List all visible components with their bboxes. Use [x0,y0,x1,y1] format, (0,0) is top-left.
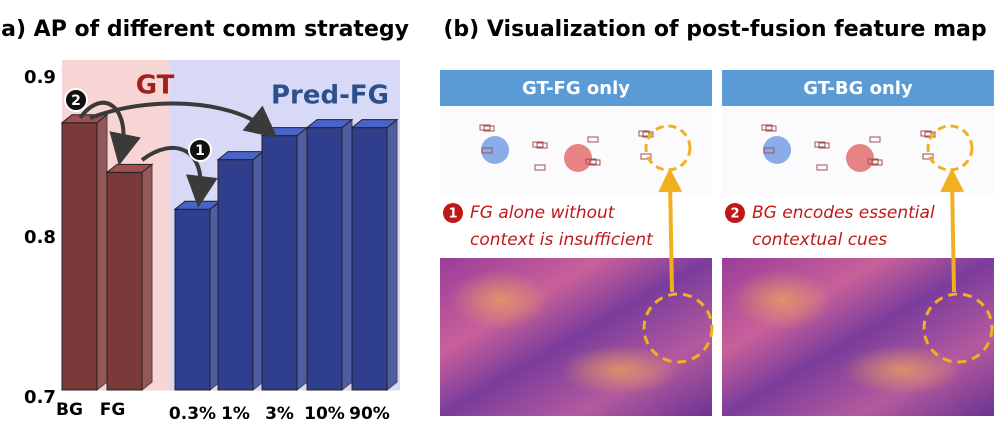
arrow [78,100,141,166]
box [481,147,493,154]
badge [725,203,745,223]
box [814,141,826,148]
bar-front [106,171,143,391]
x-tick-label: 3% [265,404,294,424]
box [536,142,548,149]
heatmap-blob [842,345,962,395]
link-arrow [658,168,683,293]
box [869,136,881,143]
badge-label: 2 [71,93,81,109]
panel-header [440,70,712,106]
arrow [140,145,218,208]
box [479,124,491,131]
panel-header [722,70,994,106]
link-arrow [940,168,965,293]
box [816,164,828,171]
caption: BG encodes essential [752,203,935,223]
bar-side [296,126,308,392]
caption: contextual cues [752,230,887,250]
highlight [926,124,974,172]
box [763,147,775,154]
bar-side [96,113,108,392]
highlight [922,292,994,364]
bar-top [350,119,399,129]
bar-front [217,159,254,391]
box [765,125,777,132]
point-cloud-center [846,144,874,172]
box [640,153,652,160]
heatmap-blob [732,270,832,330]
x-tick-label: FG [100,400,126,420]
x-tick-label: 1% [221,404,250,424]
highlight [642,292,714,364]
box [585,158,597,165]
box [638,130,650,137]
group-label: GT [136,71,175,101]
point-cloud-center [481,136,509,164]
y-tick-label: 0.8 [24,227,56,248]
bar-front [61,122,98,391]
box [920,130,932,137]
bar-front [351,127,388,391]
box [871,159,883,166]
box [587,136,599,143]
bar-side [141,163,153,392]
box [922,153,934,160]
box [761,124,773,131]
box [534,164,546,171]
heatmap-blob [450,270,550,330]
badge [188,138,212,162]
bar-front [174,208,211,391]
x-tick-label: 10% [304,404,345,424]
caption: context is insufficient [470,230,654,250]
bar-front [261,135,298,391]
badge [64,88,88,112]
point-cloud-center [564,144,592,172]
badge [443,203,463,223]
bar-side [341,118,353,392]
x-tick-label: BG [56,400,83,420]
chart-title: (a) AP of different comm strategy [0,17,409,42]
panel-header-label: GT-FG only [522,78,630,99]
badge-label: 1 [448,207,457,222]
bar-top [305,119,354,129]
bar-side [386,118,398,392]
group-label: Pred-FG [271,81,389,111]
y-tick-label: 0.7 [24,387,56,408]
caption: FG alone without [470,203,616,223]
x-tick-label: 0.3% [169,404,216,424]
box [483,125,495,132]
panel-title: (b) Visualization of post-fusion feature… [443,17,986,42]
bar-top [105,163,154,173]
y-tick-label: 0.9 [24,67,56,88]
panel-header-label: GT-BG only [803,78,913,99]
bar-front [306,127,343,391]
box [867,158,879,165]
box [532,141,544,148]
point-cloud-center [763,136,791,164]
box [589,159,601,166]
badge-label: 1 [195,143,205,159]
highlight [644,124,692,172]
badge-label: 2 [730,207,739,222]
x-tick-label: 90% [349,404,390,424]
box [818,142,830,149]
arrow [89,101,278,138]
heatmap-blob [560,345,680,395]
